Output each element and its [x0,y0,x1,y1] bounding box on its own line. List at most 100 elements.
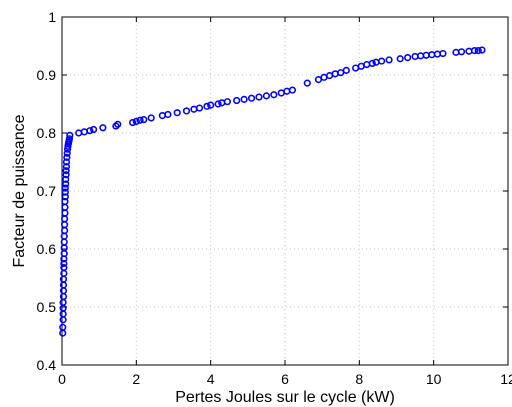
data-point [352,64,360,72]
data-point [65,135,74,143]
data-point [411,52,419,61]
y-tick-label: 0.4 [37,357,57,373]
y-tick-labels: 0.4 0.5 0.6 0.7 0.8 0.9 1 [37,9,57,373]
data-point [396,55,404,63]
y-tick-label: 0.7 [37,183,57,199]
data-point [59,323,67,331]
x-tick-label: 12 [500,371,512,387]
data-point [62,171,70,179]
data-point [60,263,68,272]
data-point [61,221,69,229]
data-point [60,259,68,268]
data-point [114,120,122,128]
data-point [428,51,436,59]
data-point [277,89,285,97]
data-point [337,69,345,77]
data-point [59,304,67,312]
data-point [385,56,393,64]
data-point [61,203,69,211]
data-point [240,95,248,103]
data-point [61,193,69,201]
y-tick-label: 0.9 [37,67,57,83]
data-point [288,86,297,94]
x-tick-label: 8 [355,371,363,387]
data-point [478,46,486,54]
data-point [439,49,447,58]
data-point [61,209,69,217]
data-point [59,298,67,306]
data-point [270,91,278,99]
data-point [422,51,430,59]
data-point [331,70,339,78]
data-point [140,116,148,124]
data-point [61,184,69,192]
x-tick-labels: 0 2 4 6 8 10 12 [58,371,512,387]
grid-lines [62,17,508,365]
data-point [452,48,460,56]
x-axis-label: Pertes Joules sur le cycle (kW) [175,389,395,406]
x-tick-label: 2 [132,371,140,387]
x-tick-label: 0 [58,371,66,387]
data-point [283,87,291,95]
data-point [255,93,263,101]
data-point [303,79,311,87]
data-point [59,316,67,324]
data-point [86,127,94,135]
data-point [61,188,69,196]
data-point [357,62,365,70]
x-tick-label: 10 [426,371,442,387]
data-point [378,57,386,65]
data-point [62,167,70,175]
data-point [465,47,473,55]
data-point [136,116,144,124]
y-tick-label: 0.6 [37,241,57,257]
data-point [233,96,241,105]
data-point [80,128,88,136]
data-point [66,131,74,139]
y-axis-label: Facteur de puissance [11,114,28,267]
data-point [190,105,198,113]
data-point [195,104,204,112]
data-point [326,71,334,80]
data-point [417,52,425,60]
data-point [129,118,137,127]
data-point [62,163,71,171]
data-point [342,66,350,74]
y-tick-label: 1 [48,9,56,25]
data-point [59,329,67,337]
data-point [314,76,323,84]
data-point [164,110,172,119]
data-point [207,101,215,109]
data-point [147,114,155,122]
data-point [404,53,412,62]
data-point [363,60,371,69]
data-point [214,100,222,108]
y-tick-label: 0.5 [37,299,57,315]
data-point [368,59,376,68]
data-point [59,310,67,318]
data-point [247,94,256,102]
data-point [63,149,71,157]
x-tick-label: 6 [281,371,289,387]
data-point [63,153,71,161]
axis-ticks [61,16,509,366]
data-point [61,215,69,223]
data-points [59,46,486,337]
data-point [61,226,69,235]
data-point [457,48,466,56]
data-point [158,111,166,120]
data-point [470,47,479,55]
data-point [99,124,107,132]
data-point [474,47,482,55]
data-point [173,109,181,117]
data-point [132,117,140,125]
data-point [182,107,191,115]
data-point [89,125,98,134]
x-tick-label: 4 [207,371,215,387]
data-point [203,102,211,110]
data-point [62,158,71,166]
data-point [320,73,328,81]
data-point [223,98,231,106]
data-point [61,197,69,206]
